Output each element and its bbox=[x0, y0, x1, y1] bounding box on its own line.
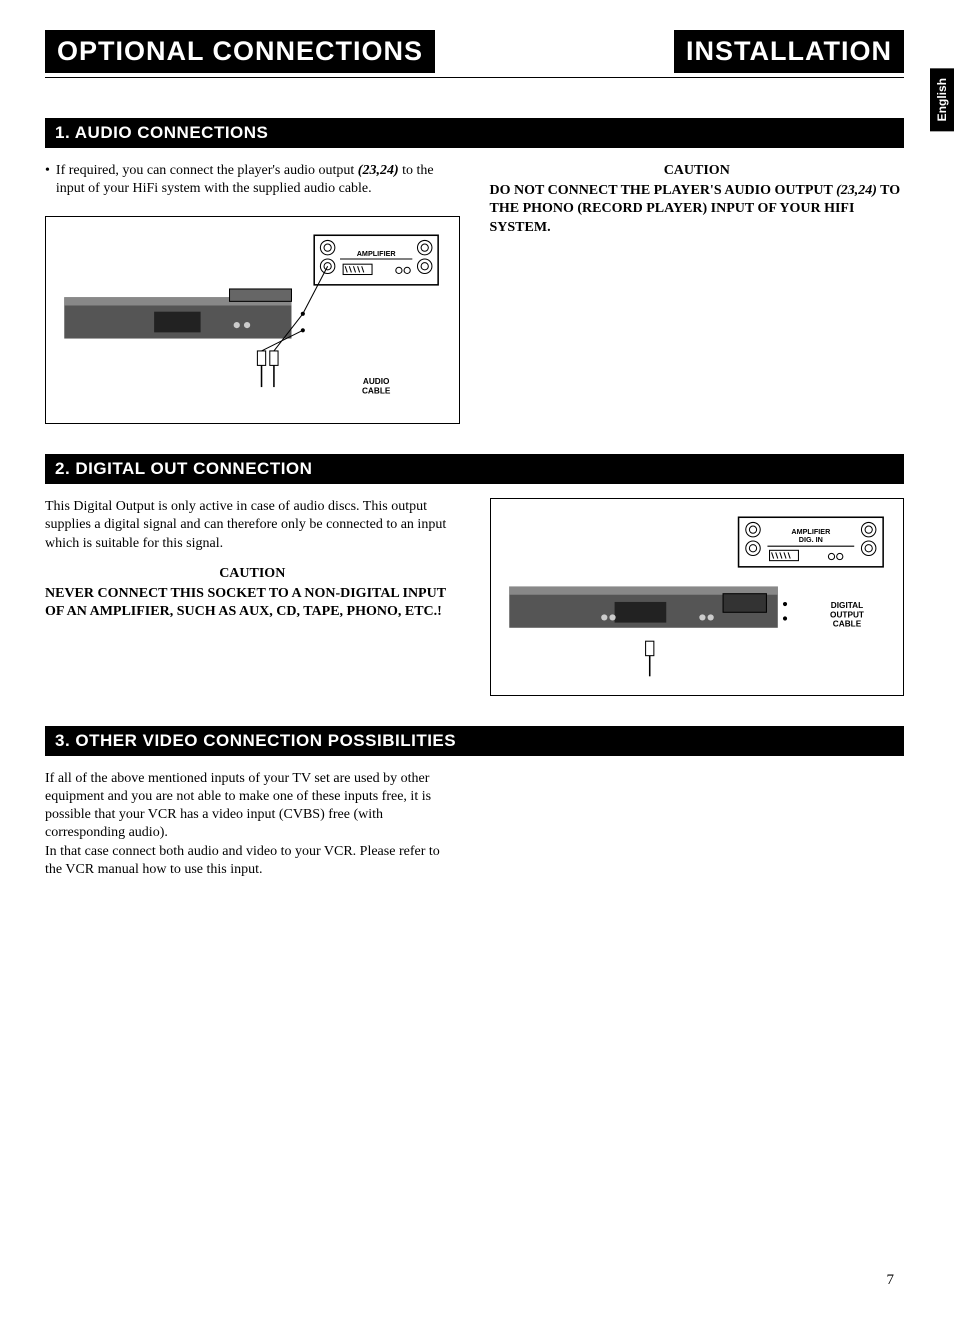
diagram-audio-connection: AMPLIFIER bbox=[45, 216, 460, 424]
section2-left-col: This Digital Output is only active in ca… bbox=[45, 498, 460, 621]
svg-text:DIG. IN: DIG. IN bbox=[798, 535, 822, 544]
section-other-video: 3. OTHER VIDEO CONNECTION POSSIBILITIES … bbox=[45, 726, 904, 879]
digital-diagram-svg: AMPLIFIER DIG. IN bbox=[501, 509, 893, 685]
title-right: INSTALLATION bbox=[674, 30, 904, 73]
section3-p1: If all of the above mentioned inputs of … bbox=[45, 770, 455, 843]
caution-title-1: CAUTION bbox=[490, 162, 905, 180]
section-header-1: 1. AUDIO CONNECTIONS bbox=[45, 118, 904, 148]
section-digital-out: 2. DIGITAL OUT CONNECTION This Digital O… bbox=[45, 454, 904, 696]
svg-text:AUDIO: AUDIO bbox=[363, 377, 390, 386]
diagram-digital-out: AMPLIFIER DIG. IN bbox=[490, 498, 905, 696]
svg-text:CABLE: CABLE bbox=[832, 620, 861, 629]
svg-text:AMPLIFIER: AMPLIFIER bbox=[357, 249, 397, 258]
audio-diagram-svg: AMPLIFIER bbox=[56, 227, 448, 413]
section-audio-connections: 1. AUDIO CONNECTIONS • If required, you … bbox=[45, 118, 904, 424]
ref-23-24: (23,24) bbox=[358, 163, 399, 178]
svg-text:CABLE: CABLE bbox=[362, 387, 391, 396]
section2-p1: This Digital Output is only active in ca… bbox=[45, 498, 460, 553]
section3-p2: In that case connect both audio and vide… bbox=[45, 843, 455, 879]
section3-body: If all of the above mentioned inputs of … bbox=[45, 770, 455, 879]
caution-title-2: CAUTION bbox=[45, 565, 460, 583]
title-left: OPTIONAL CONNECTIONS bbox=[45, 30, 435, 73]
svg-text:OUTPUT: OUTPUT bbox=[830, 611, 864, 620]
section1-left-col: • If required, you can connect the playe… bbox=[45, 162, 460, 424]
section-header-3: 3. OTHER VIDEO CONNECTION POSSIBILITIES bbox=[45, 726, 904, 756]
bullet-dot: • bbox=[45, 162, 50, 198]
caution-body-2: NEVER CONNECT THIS SOCKET TO A NON-DIGIT… bbox=[45, 585, 460, 621]
divider bbox=[45, 77, 904, 78]
caution-body-1: DO NOT CONNECT THE PLAYER'S AUDIO OUTPUT… bbox=[490, 182, 905, 237]
page-title-bar: OPTIONAL CONNECTIONS INSTALLATION bbox=[45, 30, 904, 73]
section2-right-col: AMPLIFIER DIG. IN bbox=[490, 498, 905, 696]
section1-right-col: CAUTION DO NOT CONNECT THE PLAYER'S AUDI… bbox=[490, 162, 905, 424]
bullet-text: If required, you can connect the player'… bbox=[56, 162, 460, 198]
svg-text:DIGITAL: DIGITAL bbox=[830, 601, 862, 610]
language-tab: English bbox=[930, 68, 954, 131]
page-number: 7 bbox=[887, 1272, 895, 1289]
section-header-2: 2. DIGITAL OUT CONNECTION bbox=[45, 454, 904, 484]
